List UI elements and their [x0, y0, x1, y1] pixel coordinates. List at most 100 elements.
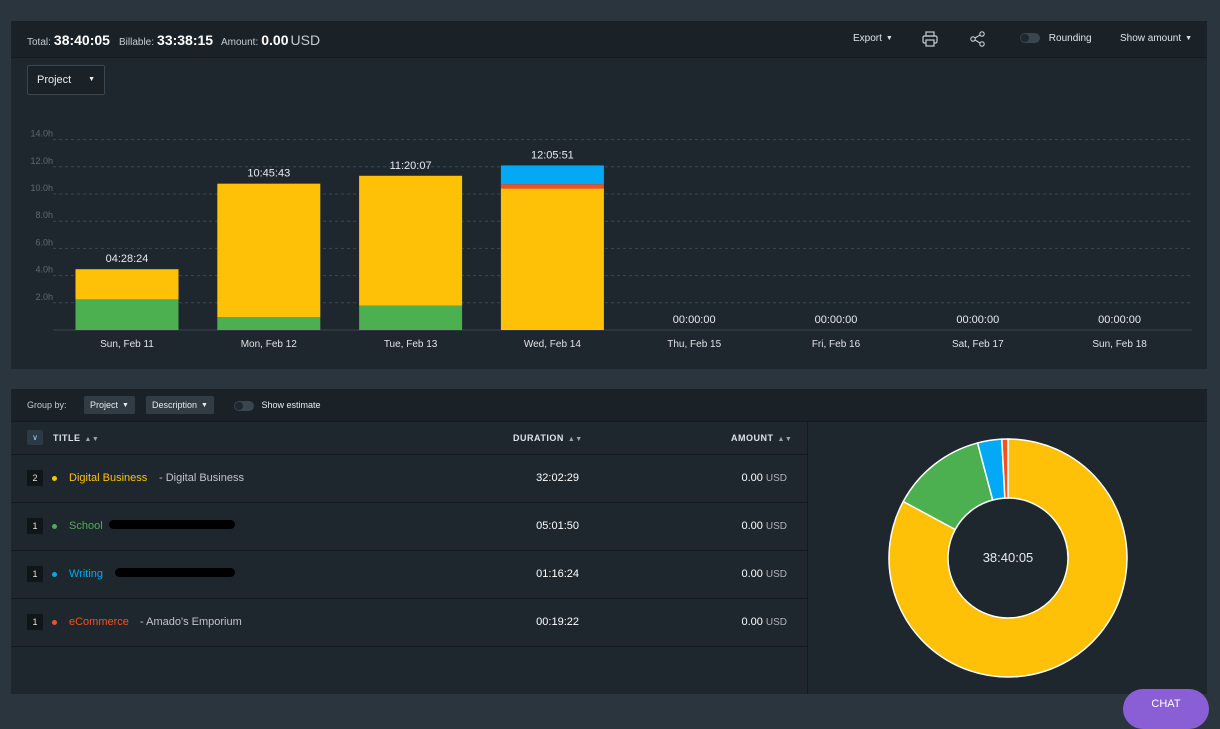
project-color-dot [52, 524, 57, 529]
table-row[interactable]: 1 Writing 01:16:24 0.00 USD [11, 550, 807, 599]
bar-total-label: 04:28:24 [106, 253, 149, 265]
project-name: eCommerce [69, 616, 129, 628]
bar-segment[interactable] [359, 175, 463, 306]
amount-unit: USD [290, 32, 321, 48]
total-summary: Total: 38:40:05 [27, 32, 110, 48]
project-donut-chart: 38:40:05 [888, 438, 1128, 678]
group-by-project-dropdown[interactable]: Project ▼ [84, 396, 135, 414]
group2-label: Description [152, 400, 198, 410]
chevron-down-icon: ∨ [32, 433, 38, 442]
rounding-toggle[interactable]: Rounding [1020, 33, 1092, 44]
entry-count-badge[interactable]: 1 [27, 518, 43, 534]
table-row[interactable]: 2 Digital Business - Digital Business 32… [11, 454, 807, 503]
group-by-description-dropdown[interactable]: Description ▼ [146, 396, 214, 414]
currency: USD [765, 521, 787, 532]
table-header: ∨ TITLE ▲▼ DURATION ▲▼ AMOUNT ▲▼ [11, 422, 807, 455]
entry-count-badge[interactable]: 1 [27, 614, 43, 630]
amount-value: 0.00 [741, 616, 763, 628]
estimate-switch[interactable] [234, 400, 254, 411]
currency: USD [765, 473, 787, 484]
report-table: ∨ TITLE ▲▼ DURATION ▲▼ AMOUNT ▲▼ 2 Digital … [11, 422, 808, 694]
project-filter-select[interactable]: Project ▼ [27, 65, 105, 95]
entry-count-badge[interactable]: 2 [27, 470, 43, 486]
bar-total-label: 00:00:00 [956, 314, 999, 326]
currency: USD [765, 569, 787, 580]
row-amount: 0.00 USD [741, 568, 787, 580]
table-row[interactable]: 1 eCommerce - Amado's Emporium 00:19:22 … [11, 598, 807, 647]
project-name: School [69, 520, 103, 532]
daily-bar-chart: 2.0h 4.0h 6.0h 8.0h 10.0h 12.0h 14.0h 04:28:24 S… [30, 129, 1192, 350]
x-tick-label: Mon, Feb 12 [241, 339, 298, 350]
entry-count-badge[interactable]: 1 [27, 566, 43, 582]
redacted-description [109, 520, 235, 529]
redacted-description [115, 568, 235, 577]
collapse-all-button[interactable]: ∨ [27, 430, 43, 445]
row-duration: 05:01:50 [536, 520, 579, 532]
print-button[interactable] [921, 30, 939, 51]
row-duration: 32:02:29 [536, 472, 579, 484]
table-row[interactable]: 1 School 05:01:50 0.00 USD [11, 502, 807, 551]
project-color-dot [52, 476, 57, 481]
row-amount: 0.00 USD [741, 520, 787, 532]
row-duration: 01:16:24 [536, 568, 579, 580]
title-column-header[interactable]: TITLE ▲▼ [53, 433, 99, 443]
duration-header-label: DURATION [513, 433, 564, 443]
project-color-dot [52, 620, 57, 625]
caret-down-icon: ▼ [1185, 34, 1193, 42]
amount-column-header[interactable]: AMOUNT ▲▼ [731, 433, 792, 443]
amount-value: 0.00 [741, 520, 763, 532]
export-button[interactable]: Export ▼ [853, 33, 893, 44]
amount-value: 0.00 [261, 32, 289, 48]
bar-segment[interactable] [217, 317, 321, 330]
row-amount: 0.00 USD [741, 472, 787, 484]
duration-column-header[interactable]: DURATION ▲▼ [513, 433, 583, 443]
x-tick-label: Thu, Feb 15 [667, 339, 721, 350]
caret-down-icon: ▼ [201, 401, 208, 409]
bar-segment[interactable] [75, 299, 179, 330]
show-amount-label: Show amount [1120, 33, 1182, 44]
printer-icon [922, 31, 938, 47]
total-label: Total: [27, 37, 51, 48]
bar-segment[interactable] [500, 188, 604, 330]
share-icon [970, 31, 985, 47]
y-tick-label: 12.0h [30, 156, 53, 166]
share-button[interactable] [969, 30, 987, 51]
chat-label: CHAT [1151, 698, 1181, 710]
bar-segment[interactable] [217, 183, 321, 318]
row-duration: 00:19:22 [536, 616, 579, 628]
currency: USD [765, 617, 787, 628]
project-name: Writing [69, 568, 104, 580]
summary-bar: Total: 38:40:05 Billable: 33:38:15 Amount:… [11, 21, 1207, 58]
bar-total-label: 11:20:07 [390, 160, 432, 172]
x-tick-label: Sat, Feb 17 [952, 339, 1004, 350]
bar-total-label: 00:00:00 [815, 314, 858, 326]
sort-icon: ▲▼ [777, 436, 793, 443]
y-tick-label: 4.0h [35, 265, 53, 275]
project-filter-label: Project [37, 74, 72, 86]
donut-center-label: 38:40:05 [983, 550, 1034, 565]
chat-button[interactable]: CHAT [1123, 689, 1209, 729]
bar-total-label: 10:45:43 [247, 168, 290, 180]
caret-down-icon: ▼ [88, 76, 95, 83]
caret-down-icon: ▼ [122, 401, 129, 409]
amount-label: Amount: [221, 37, 259, 48]
export-label: Export [853, 33, 882, 44]
rounding-switch[interactable] [1020, 33, 1040, 44]
show-estimate-toggle[interactable]: Show estimate [234, 400, 321, 411]
bar-segment[interactable] [75, 269, 179, 300]
bar-segment[interactable] [500, 165, 604, 185]
amount-value: 0.00 [741, 472, 763, 484]
rounding-label: Rounding [1048, 33, 1092, 44]
x-tick-label: Tue, Feb 13 [384, 339, 438, 350]
billable-value: 33:38:15 [157, 32, 214, 48]
amount-summary: Amount: 0.00 USD [221, 32, 320, 48]
bar-segment[interactable] [500, 184, 604, 189]
donut-slice[interactable] [888, 438, 1128, 678]
sort-icon: ▲▼ [567, 436, 583, 443]
amount-value: 0.00 [741, 568, 763, 580]
donut-slice[interactable] [1001, 438, 1009, 499]
x-tick-label: Fri, Feb 16 [812, 339, 861, 350]
show-amount-dropdown[interactable]: Show amount ▼ [1120, 33, 1192, 44]
bar-segment[interactable] [359, 305, 463, 330]
y-tick-label: 8.0h [35, 210, 53, 220]
